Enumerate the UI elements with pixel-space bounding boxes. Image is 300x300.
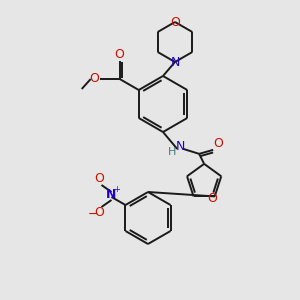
Text: N: N (170, 56, 180, 68)
Text: O: O (94, 206, 104, 220)
Text: −: − (87, 208, 98, 220)
Text: N: N (176, 140, 185, 153)
Text: O: O (89, 73, 99, 85)
Text: N: N (106, 188, 117, 202)
Text: O: O (213, 137, 223, 150)
Text: +: + (113, 184, 120, 194)
Text: O: O (207, 192, 217, 205)
Text: O: O (114, 47, 124, 61)
Text: O: O (94, 172, 104, 185)
Text: H: H (168, 147, 176, 157)
Text: O: O (170, 16, 180, 28)
